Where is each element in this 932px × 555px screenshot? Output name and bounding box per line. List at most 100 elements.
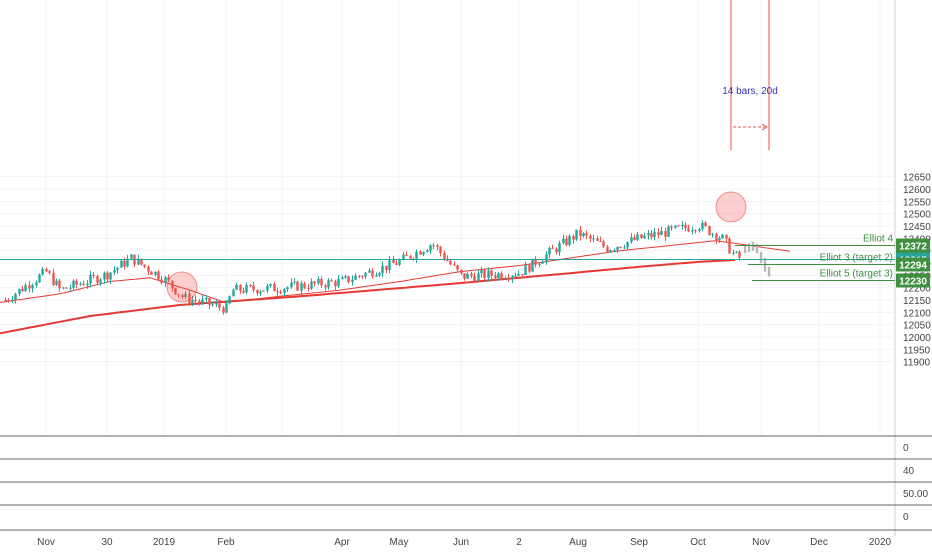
candle-body[interactable] [463,273,466,279]
candle-body[interactable] [480,270,483,274]
candle-body[interactable] [174,287,177,295]
candle-body[interactable] [296,281,299,291]
candle-body[interactable] [171,280,174,288]
candle-body[interactable] [375,275,378,277]
candle-body[interactable] [422,252,425,255]
candle-body[interactable] [528,264,531,272]
candle-body[interactable] [140,258,143,265]
candle-body[interactable] [116,267,119,271]
candle-body[interactable] [701,222,704,230]
candle-body[interactable] [609,250,612,252]
candle-body[interactable] [194,299,197,302]
candle-body[interactable] [596,238,599,241]
candle-body[interactable] [439,246,442,254]
candle-body[interactable] [337,279,340,287]
candle-body[interactable] [256,289,259,294]
candle-body[interactable] [626,241,629,248]
candle-body[interactable] [69,287,72,289]
candle-body[interactable] [483,270,486,279]
candle-body[interactable] [684,224,687,229]
candle-body[interactable] [266,285,269,291]
candle-body[interactable] [11,299,14,301]
candle-body[interactable] [582,233,585,237]
candle-body[interactable] [293,281,296,283]
candle-body[interactable] [613,249,616,251]
candle-body[interactable] [657,232,660,236]
candle-body[interactable] [470,273,473,276]
candle-body[interactable] [72,280,75,288]
candle-body[interactable] [279,291,282,293]
candle-body[interactable] [602,241,605,247]
candle-body[interactable] [341,277,344,280]
candle-body[interactable] [89,274,92,284]
candle-body[interactable] [497,273,500,279]
candle-body[interactable] [453,264,456,266]
candle-body[interactable] [126,258,129,267]
candle-body[interactable] [395,263,398,265]
candle-body[interactable] [75,280,78,285]
candle-body[interactable] [313,281,316,284]
candle-body[interactable] [45,268,48,272]
candle-body[interactable] [269,283,272,286]
candle-body[interactable] [660,230,663,236]
candle-body[interactable] [698,229,701,231]
candle-body[interactable] [38,274,41,283]
candle-body[interactable] [317,278,320,284]
candle-body[interactable] [120,260,123,268]
candle-body[interactable] [674,225,677,228]
candle-body[interactable] [388,259,391,270]
candle-body[interactable] [109,272,112,280]
candle-body[interactable] [432,245,435,247]
candle-body[interactable] [585,233,588,236]
time-axis[interactable]: Nov 30 2019 Feb Apr May Jun 2 Aug Sep Oct Nov Dec 202… [37,537,891,548]
candle-body[interactable] [52,272,55,285]
candle-body[interactable] [738,251,741,258]
candle-body[interactable] [616,246,619,250]
candle-body[interactable] [201,299,204,303]
candle-body[interactable] [123,260,126,267]
candle-body[interactable] [137,258,140,265]
candle-body[interactable] [664,230,667,237]
candle-body[interactable] [398,260,401,265]
candle-body[interactable] [568,235,571,245]
candle-body[interactable] [500,273,503,279]
candle-body[interactable] [188,293,191,304]
candle-body[interactable] [667,226,670,237]
candle-body[interactable] [21,288,24,292]
candle-body[interactable] [715,233,718,241]
candle-body[interactable] [191,299,194,304]
candle-body[interactable] [670,226,673,228]
candle-body[interactable] [58,280,61,289]
candle-body[interactable] [565,238,568,245]
candle-body[interactable] [633,237,636,240]
candle-body[interactable] [647,233,650,236]
candle-body[interactable] [371,270,374,277]
candle-body[interactable] [259,291,262,294]
candle-body[interactable] [541,261,544,264]
candle-body[interactable] [487,270,490,279]
candle-body[interactable] [368,270,371,273]
candle-body[interactable] [555,248,558,253]
candle-body[interactable] [79,283,82,285]
candle-body[interactable] [130,254,133,259]
candle-body[interactable] [436,245,439,247]
candle-body[interactable] [181,295,184,298]
candle-body[interactable] [242,290,245,293]
candle-body[interactable] [96,276,99,283]
candle-body[interactable] [735,251,738,253]
candle-body[interactable] [507,278,510,280]
candle-body[interactable] [538,263,541,265]
candle-body[interactable] [235,284,238,290]
candle-body[interactable] [426,250,429,253]
candle-body[interactable] [490,270,493,276]
candle-body[interactable] [307,287,310,289]
candle-body[interactable] [579,229,582,237]
candle-body[interactable] [392,259,395,264]
candle-body[interactable] [167,277,170,281]
candle-body[interactable] [330,280,333,282]
candle-body[interactable] [286,287,289,290]
candle-body[interactable] [351,279,354,283]
candle-body[interactable] [303,283,306,288]
candle-body[interactable] [545,254,548,262]
